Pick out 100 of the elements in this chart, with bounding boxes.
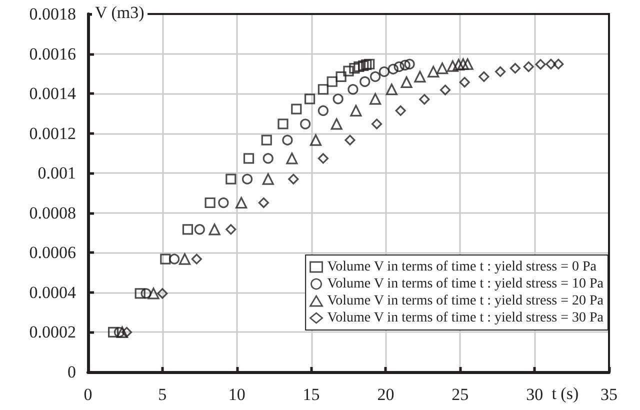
x-tick-label: 30: [526, 385, 544, 404]
y-tick-label: 0.001: [38, 164, 76, 183]
point: [388, 64, 398, 74]
legend-label: Volume V in terms of time t : yield stress = 20 Pa: [327, 294, 604, 308]
point: [343, 66, 354, 76]
point: [326, 76, 338, 87]
point: [400, 76, 412, 88]
point: [336, 71, 346, 82]
x-tick-label: 20: [377, 385, 394, 404]
point: [318, 105, 328, 116]
point: [318, 84, 328, 95]
point: [457, 58, 469, 70]
y-tick-label: 0.0014: [29, 84, 76, 104]
point: [553, 58, 564, 70]
point: [218, 197, 229, 208]
legend-label: Volume V in terms of time t : yield stress = 0 Pa: [327, 260, 598, 274]
point: [348, 84, 358, 95]
x-tick-label: 15: [302, 385, 320, 404]
point: [386, 84, 398, 96]
point: [208, 224, 220, 236]
point: [226, 224, 236, 235]
point: [510, 62, 521, 74]
point: [157, 288, 168, 299]
point: [546, 58, 556, 70]
y-tick-label: 0: [68, 362, 76, 382]
point: [462, 58, 474, 70]
x-axis-title: t (s): [552, 384, 579, 403]
point: [440, 84, 451, 96]
legend-label: Volume V in terms of time t : yield stress = 30 Pa: [327, 310, 604, 326]
point: [191, 254, 202, 264]
point: [344, 134, 356, 146]
point: [286, 152, 298, 164]
point: [371, 118, 382, 130]
point: [300, 118, 311, 130]
point: [148, 288, 160, 300]
point: [419, 94, 430, 105]
y-tick-label: 0.0012: [29, 124, 76, 143]
point: [134, 288, 146, 299]
point: [478, 71, 490, 82]
point: [349, 62, 360, 74]
y-tick-label: 0.0006: [29, 243, 76, 262]
point: [169, 254, 180, 264]
x-tick-label: 0: [84, 385, 92, 404]
x-tick-label: 25: [452, 385, 469, 404]
y-tick-label: 0.0016: [29, 44, 76, 64]
point: [495, 66, 506, 77]
point: [194, 224, 205, 235]
point: [261, 134, 272, 146]
point: [330, 118, 342, 130]
y-tick-label: 0.0004: [29, 282, 76, 302]
point: [436, 62, 448, 74]
point: [395, 105, 406, 116]
point: [140, 288, 152, 299]
point: [354, 61, 364, 72]
point: [404, 58, 415, 70]
point: [452, 58, 464, 71]
point: [288, 174, 299, 184]
point: [116, 326, 128, 338]
point: [414, 70, 426, 82]
point: [121, 326, 132, 338]
point: [378, 66, 390, 77]
x-tick-label: 5: [158, 385, 167, 404]
y-tick-label: 0.0018: [29, 4, 76, 24]
point: [258, 197, 269, 208]
point: [535, 59, 546, 70]
point: [361, 59, 372, 70]
point: [428, 66, 440, 78]
point: [523, 61, 534, 72]
point: [114, 326, 125, 338]
point: [394, 61, 404, 72]
point: [370, 71, 381, 82]
point: [459, 76, 470, 88]
point: [291, 104, 302, 114]
point: [304, 94, 316, 104]
point: [262, 153, 274, 164]
y-tick-label: 0.0002: [29, 322, 76, 342]
point: [182, 224, 194, 235]
point: [446, 60, 458, 72]
point: [369, 93, 382, 105]
point: [358, 60, 369, 72]
point: [360, 76, 370, 87]
y-tick-label: 0.0008: [29, 203, 76, 222]
x-tick-label: 35: [600, 385, 618, 404]
point: [400, 60, 410, 70]
point: [236, 196, 248, 209]
point: [278, 118, 288, 130]
point: [364, 58, 375, 70]
point: [350, 104, 362, 116]
point: [204, 197, 216, 208]
point: [108, 326, 119, 338]
point: [226, 174, 236, 184]
point: [318, 153, 328, 164]
y-axis-title: V (m3): [95, 3, 144, 22]
x-tick-label: 10: [228, 385, 246, 404]
point: [332, 94, 344, 104]
point: [243, 153, 254, 164]
point: [178, 253, 191, 265]
point: [282, 134, 293, 146]
point: [310, 134, 322, 146]
point: [160, 254, 171, 264]
